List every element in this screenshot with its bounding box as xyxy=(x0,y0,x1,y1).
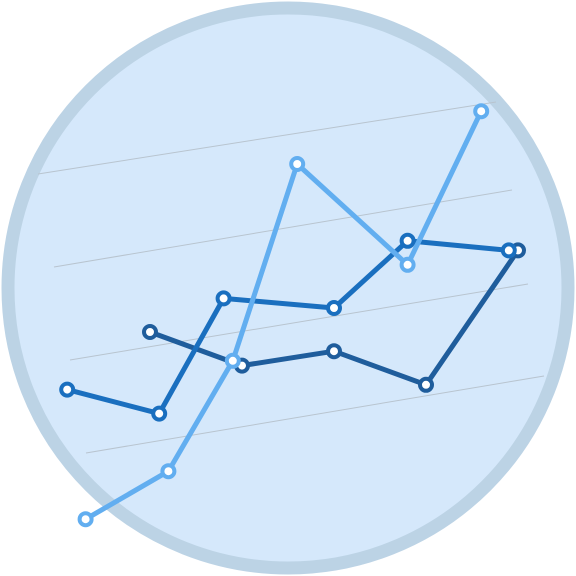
grid-line xyxy=(69,283,529,361)
series-marker xyxy=(142,324,158,340)
series-line xyxy=(64,238,512,417)
chart-series xyxy=(59,103,526,528)
series-marker xyxy=(418,376,434,393)
series-marker xyxy=(326,343,342,360)
series-marker xyxy=(224,352,241,369)
series-marker xyxy=(289,156,306,172)
series-marker xyxy=(215,290,232,307)
series-marker xyxy=(399,232,416,249)
series-line xyxy=(83,108,484,522)
series-marker xyxy=(160,463,177,480)
series-marker xyxy=(59,381,76,398)
series-marker xyxy=(77,511,94,528)
series-3 xyxy=(77,103,490,528)
series-marker xyxy=(500,242,517,259)
series-marker xyxy=(473,103,490,120)
grid-line xyxy=(85,375,545,454)
series-marker xyxy=(326,300,342,316)
grid-line xyxy=(37,101,497,175)
series-2 xyxy=(59,232,517,422)
series-marker xyxy=(399,256,416,273)
series-marker xyxy=(151,405,168,422)
